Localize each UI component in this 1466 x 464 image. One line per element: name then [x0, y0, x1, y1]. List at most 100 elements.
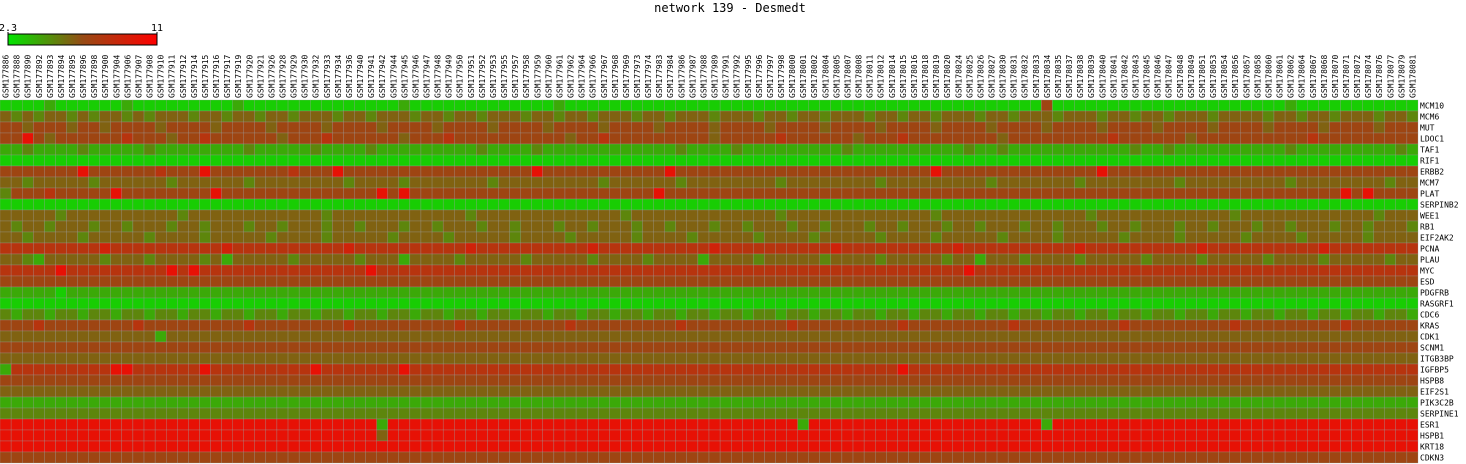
y-tick-label: ESR1: [1420, 421, 1439, 430]
heatmap-cell: [1406, 143, 1419, 156]
heatmap-cell: [310, 275, 322, 288]
x-tick-label: GSM177984: [666, 54, 675, 98]
heatmap-cell: [631, 440, 643, 453]
heatmap-cell: [1074, 330, 1086, 343]
heatmap-cell: [1240, 242, 1252, 255]
heatmap-cell: [1096, 275, 1108, 288]
heatmap-cell: [575, 341, 588, 354]
heatmap-cell: [930, 110, 942, 123]
heatmap-cell: [531, 429, 543, 442]
heatmap-cell: [387, 286, 399, 299]
heatmap-cell: [653, 176, 665, 189]
heatmap-cell: [1007, 110, 1020, 123]
heatmap-cell: [1174, 286, 1186, 299]
heatmap-cell: [88, 132, 100, 145]
heatmap-cell: [841, 319, 854, 332]
heatmap-cell: [10, 121, 23, 134]
heatmap-cell: [764, 275, 776, 288]
heatmap-cell: [509, 330, 521, 343]
heatmap-cell: [1384, 209, 1396, 222]
heatmap-cell: [786, 275, 798, 288]
heatmap-cell: [863, 220, 876, 233]
heatmap-cell: [188, 297, 200, 310]
heatmap-cell: [409, 330, 422, 343]
heatmap-cell: [1251, 451, 1264, 464]
heatmap-cell: [465, 165, 477, 178]
heatmap-cell: [1118, 165, 1131, 178]
heatmap-cell: [33, 275, 45, 288]
heatmap-cell: [852, 154, 865, 167]
heatmap-cell: [354, 451, 366, 464]
heatmap-cell: [66, 264, 78, 277]
heatmap-cell: [664, 143, 676, 156]
heatmap-cell: [631, 396, 643, 409]
heatmap-cell: [254, 187, 267, 200]
heatmap-cell: [121, 143, 134, 156]
heatmap-cell: [1163, 451, 1175, 464]
heatmap-cell: [1174, 242, 1186, 255]
heatmap-cell: [963, 297, 976, 310]
heatmap-cell: [398, 407, 411, 420]
heatmap-cell: [1329, 374, 1341, 387]
heatmap-cell: [420, 209, 433, 222]
heatmap-cell: [1406, 330, 1419, 343]
heatmap-cell: [1163, 407, 1175, 420]
heatmap-cell: [154, 176, 167, 189]
heatmap-cell: [1284, 253, 1297, 266]
heatmap-cell: [343, 264, 355, 277]
heatmap-cell: [708, 242, 721, 255]
heatmap-cell: [575, 275, 588, 288]
heatmap-cell: [775, 110, 787, 123]
heatmap-cell: [287, 264, 300, 277]
heatmap-cell: [1406, 99, 1419, 112]
heatmap-cell: [775, 275, 787, 288]
heatmap-cell: [841, 275, 854, 288]
heatmap-cell: [1151, 264, 1164, 277]
heatmap-cell: [10, 231, 23, 244]
heatmap-cell: [177, 451, 189, 464]
heatmap-cell: [243, 297, 255, 310]
heatmap-cell: [841, 451, 854, 464]
heatmap-cell: [99, 363, 111, 376]
heatmap-cell: [786, 429, 798, 442]
heatmap-cell: [631, 308, 643, 321]
heatmap-cell: [697, 275, 710, 288]
heatmap-cell: [1384, 308, 1396, 321]
heatmap-cell: [1406, 253, 1419, 266]
heatmap-cell: [1118, 176, 1131, 189]
heatmap-cell: [1251, 429, 1264, 442]
heatmap-cell: [996, 407, 1009, 420]
heatmap-cell: [476, 286, 488, 299]
heatmap-cell: [1030, 330, 1042, 343]
heatmap-cell: [1295, 187, 1308, 200]
heatmap-cell: [974, 132, 987, 145]
heatmap-cell: [586, 231, 599, 244]
heatmap-cell: [542, 165, 555, 178]
heatmap-cell: [44, 275, 56, 288]
heatmap-cell: [598, 440, 610, 453]
heatmap-cell: [797, 242, 809, 255]
x-tick-label: GSM177921: [256, 54, 265, 98]
heatmap-cell: [742, 209, 754, 222]
heatmap-cell: [276, 330, 289, 343]
heatmap-cell: [365, 253, 377, 266]
heatmap-cell: [509, 407, 521, 420]
heatmap-cell: [1174, 110, 1186, 123]
heatmap-cell: [1262, 297, 1275, 310]
heatmap-cell: [442, 99, 455, 112]
heatmap-cell: [243, 330, 255, 343]
heatmap-cell: [1362, 385, 1374, 398]
heatmap-cell: [1085, 209, 1097, 222]
heatmap-cell: [609, 275, 621, 288]
heatmap-cell: [919, 330, 931, 343]
heatmap-cell: [1174, 220, 1186, 233]
heatmap-cell: [1185, 451, 1197, 464]
heatmap-cell: [143, 165, 156, 178]
heatmap-cell: [974, 110, 987, 123]
heatmap-cell: [110, 286, 123, 299]
heatmap-cell: [753, 286, 765, 299]
heatmap-cell: [166, 451, 178, 464]
heatmap-cell: [941, 352, 953, 365]
heatmap-cell: [764, 440, 776, 453]
heatmap-cell: [631, 121, 643, 134]
